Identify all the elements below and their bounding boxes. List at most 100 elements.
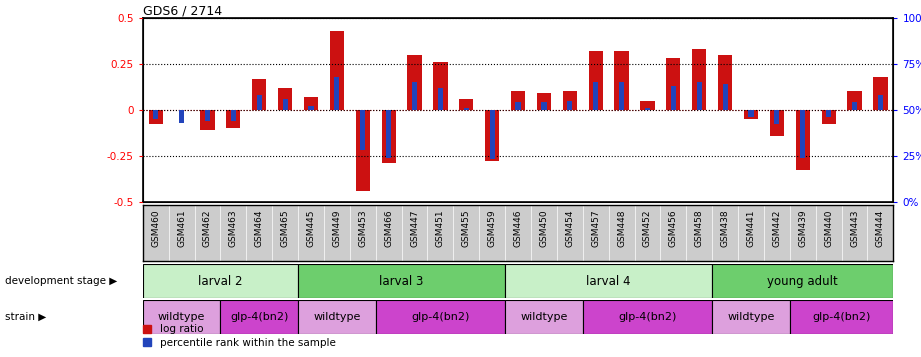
Bar <box>227 110 240 128</box>
Bar <box>360 110 366 150</box>
Text: GSM456: GSM456 <box>669 210 678 247</box>
Bar <box>460 99 473 110</box>
Bar <box>826 110 832 117</box>
Text: glp-4(bn2): glp-4(bn2) <box>411 312 470 322</box>
Bar <box>201 110 215 130</box>
Bar <box>775 110 779 125</box>
Bar <box>220 300 298 334</box>
Text: GSM464: GSM464 <box>255 210 263 247</box>
Text: development stage ▶: development stage ▶ <box>5 276 117 286</box>
Text: GSM461: GSM461 <box>177 210 186 247</box>
Bar <box>822 110 835 125</box>
Bar <box>437 88 443 110</box>
Bar <box>463 108 469 110</box>
Text: GSM441: GSM441 <box>747 210 755 247</box>
Text: GSM465: GSM465 <box>281 210 289 247</box>
Text: GSM446: GSM446 <box>514 210 522 247</box>
Text: strain ▶: strain ▶ <box>5 312 46 322</box>
Text: GSM463: GSM463 <box>228 210 238 247</box>
Text: GSM458: GSM458 <box>694 210 704 247</box>
Bar <box>614 51 629 110</box>
Bar <box>511 91 525 110</box>
Bar <box>334 77 340 110</box>
Bar <box>179 110 184 123</box>
Bar <box>309 106 313 110</box>
Bar <box>407 55 422 110</box>
Bar <box>537 93 551 110</box>
Bar <box>696 82 702 110</box>
Text: larval 3: larval 3 <box>379 275 424 288</box>
Bar <box>231 110 236 121</box>
Bar <box>516 102 520 110</box>
Bar <box>583 300 712 334</box>
Bar <box>298 264 505 298</box>
Bar <box>490 110 495 160</box>
Bar <box>749 110 753 117</box>
Bar <box>148 110 163 125</box>
Bar <box>304 97 318 110</box>
Text: young adult: young adult <box>767 275 838 288</box>
Bar <box>770 110 784 136</box>
Bar <box>252 79 266 110</box>
Bar <box>278 88 292 110</box>
Bar <box>563 91 577 110</box>
Text: glp-4(bn2): glp-4(bn2) <box>812 312 870 322</box>
Text: glp-4(bn2): glp-4(bn2) <box>230 312 288 322</box>
Bar <box>619 82 624 110</box>
Text: GSM438: GSM438 <box>720 210 729 247</box>
Text: GSM442: GSM442 <box>773 210 781 247</box>
Text: GSM450: GSM450 <box>540 210 548 247</box>
Text: GSM460: GSM460 <box>151 210 160 247</box>
Bar <box>298 300 376 334</box>
Bar <box>593 82 599 110</box>
Bar <box>386 110 391 157</box>
Bar <box>505 264 712 298</box>
Bar <box>670 86 676 110</box>
Text: GSM439: GSM439 <box>799 210 808 247</box>
Text: GSM454: GSM454 <box>565 210 575 247</box>
Text: GSM440: GSM440 <box>824 210 834 247</box>
Bar <box>356 110 370 191</box>
Bar <box>257 95 262 110</box>
Text: GSM466: GSM466 <box>384 210 393 247</box>
Bar <box>645 108 650 110</box>
Bar <box>712 300 790 334</box>
Bar <box>847 91 862 110</box>
Text: GSM457: GSM457 <box>591 210 600 247</box>
Text: glp-4(bn2): glp-4(bn2) <box>618 312 677 322</box>
Bar <box>800 110 805 157</box>
Bar <box>567 101 573 110</box>
Bar <box>153 110 158 119</box>
Text: GSM443: GSM443 <box>850 210 859 247</box>
Bar <box>878 95 883 110</box>
Bar <box>381 110 396 163</box>
Text: GSM444: GSM444 <box>876 210 885 247</box>
Bar <box>433 62 448 110</box>
Bar <box>283 99 287 110</box>
Bar <box>692 49 706 110</box>
Bar <box>796 110 810 170</box>
Bar <box>542 102 546 110</box>
Bar <box>204 110 210 121</box>
Text: GDS6 / 2714: GDS6 / 2714 <box>143 5 222 18</box>
Bar <box>143 300 220 334</box>
Bar <box>852 102 857 110</box>
Bar <box>330 31 344 110</box>
Text: GSM445: GSM445 <box>307 210 316 247</box>
Bar <box>873 77 888 110</box>
Legend: log ratio, percentile rank within the sample: log ratio, percentile rank within the sa… <box>139 320 340 352</box>
Text: larval 2: larval 2 <box>198 275 242 288</box>
Text: GSM449: GSM449 <box>332 210 342 247</box>
Text: larval 4: larval 4 <box>587 275 631 288</box>
Text: GSM448: GSM448 <box>617 210 626 247</box>
Text: wildtype: wildtype <box>157 312 205 322</box>
Text: GSM447: GSM447 <box>410 210 419 247</box>
Bar <box>412 82 417 110</box>
Bar <box>712 264 893 298</box>
Bar <box>718 55 732 110</box>
Bar <box>485 110 499 161</box>
Bar <box>723 84 728 110</box>
Bar <box>640 101 655 110</box>
Text: GSM462: GSM462 <box>203 210 212 247</box>
Text: GSM451: GSM451 <box>436 210 445 247</box>
